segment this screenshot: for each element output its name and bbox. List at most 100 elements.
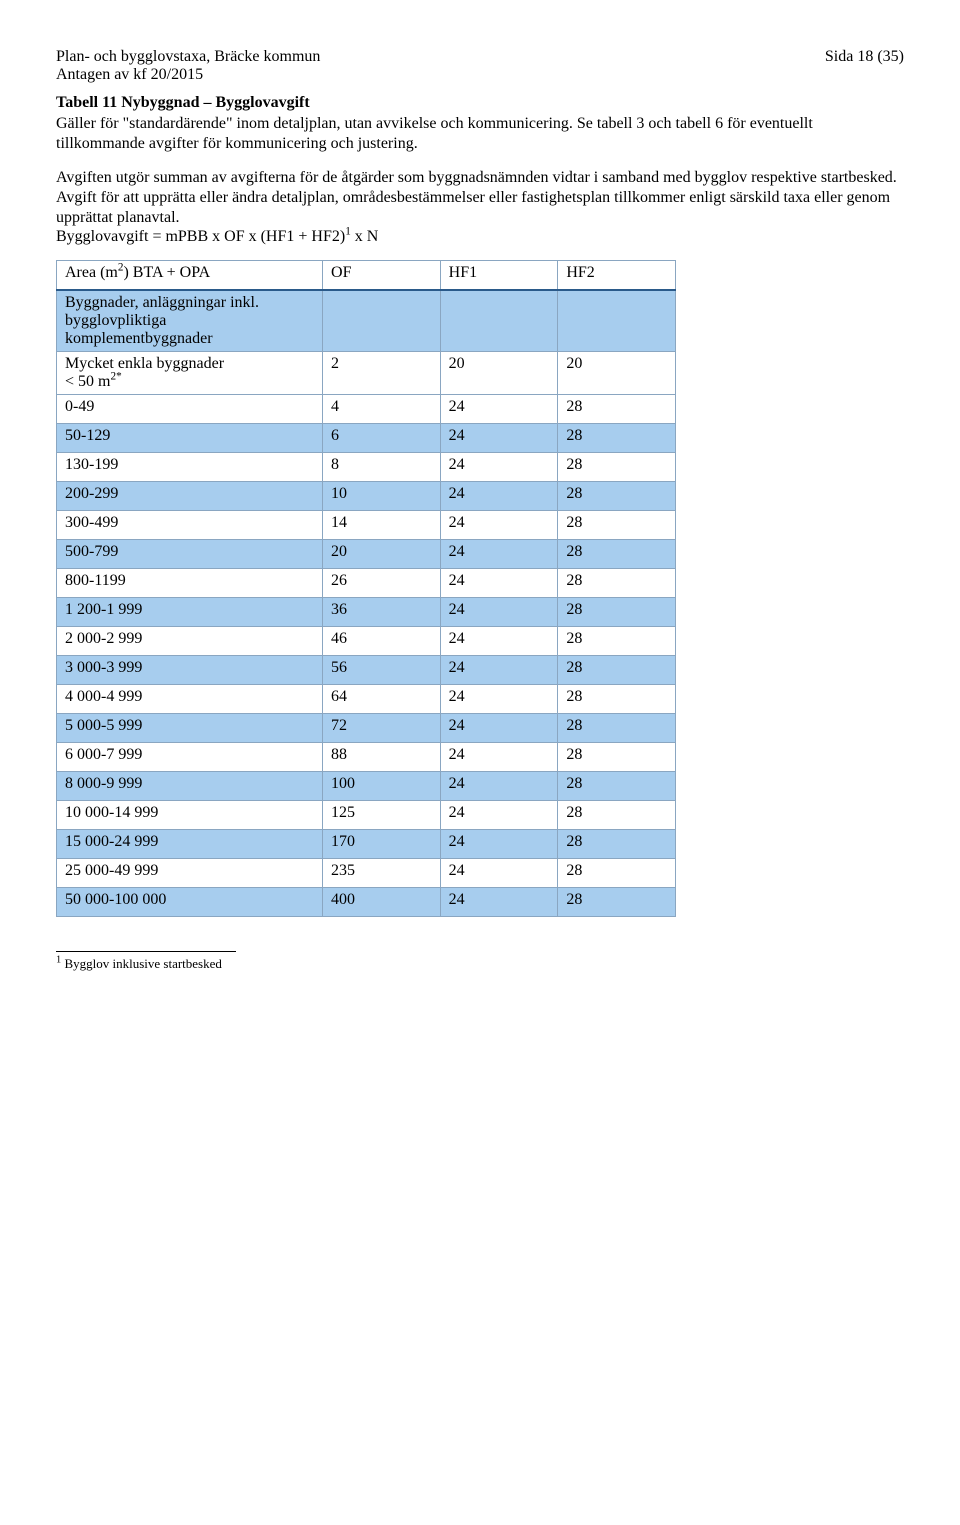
cell-label: 800-1199 bbox=[57, 569, 323, 598]
cell-label: 300-499 bbox=[57, 511, 323, 540]
cell-label: 130-199 bbox=[57, 453, 323, 482]
table-row: 10 000-14 9991252428 bbox=[57, 801, 676, 830]
cell-hf2: 28 bbox=[558, 569, 676, 598]
cell-hf1: 24 bbox=[440, 511, 558, 540]
table-row: 800-1199262428 bbox=[57, 569, 676, 598]
cell-of: 10 bbox=[323, 482, 441, 511]
th-area-a: Area (m bbox=[65, 264, 118, 281]
cell-of: 6 bbox=[323, 424, 441, 453]
table-row: 50-12962428 bbox=[57, 424, 676, 453]
subheader-hf2 bbox=[558, 290, 676, 352]
cell-hf2: 28 bbox=[558, 511, 676, 540]
cell-of: 20 bbox=[323, 540, 441, 569]
cell-of: 72 bbox=[323, 714, 441, 743]
cell-hf2: 28 bbox=[558, 830, 676, 859]
th-hf2: HF2 bbox=[558, 261, 676, 291]
table-header-row: Area (m2) BTA + OPA OF HF1 HF2 bbox=[57, 261, 676, 291]
cell-label: 50 000-100 000 bbox=[57, 888, 323, 917]
cell-hf2: 28 bbox=[558, 685, 676, 714]
cell-hf2: 28 bbox=[558, 395, 676, 424]
cell-label: 10 000-14 999 bbox=[57, 801, 323, 830]
cell-of: 235 bbox=[323, 859, 441, 888]
row-simple-hf1: 20 bbox=[440, 352, 558, 395]
subheader-of bbox=[323, 290, 441, 352]
row-simple-label-sup: 2* bbox=[110, 371, 121, 383]
table-row: 15 000-24 9991702428 bbox=[57, 830, 676, 859]
table-row: 0-4942428 bbox=[57, 395, 676, 424]
cell-hf1: 24 bbox=[440, 743, 558, 772]
cell-of: 100 bbox=[323, 772, 441, 801]
cell-of: 36 bbox=[323, 598, 441, 627]
table-row: 2 000-2 999462428 bbox=[57, 627, 676, 656]
cell-hf2: 28 bbox=[558, 714, 676, 743]
intro-paragraph-2: Avgiften utgör summan av avgifterna för … bbox=[56, 168, 904, 188]
table-title: Tabell 11 Nybyggnad – Bygglovavgift bbox=[56, 94, 904, 112]
cell-hf2: 28 bbox=[558, 656, 676, 685]
cell-label: 3 000-3 999 bbox=[57, 656, 323, 685]
cell-hf1: 24 bbox=[440, 540, 558, 569]
table-row: 8 000-9 9991002428 bbox=[57, 772, 676, 801]
cell-hf1: 24 bbox=[440, 482, 558, 511]
formula-prefix: Bygglovavgift = mPBB x OF x (HF1 + HF2) bbox=[56, 228, 345, 245]
cell-hf2: 28 bbox=[558, 801, 676, 830]
intro-paragraph-1: Gäller för "standardärende" inom detaljp… bbox=[56, 114, 904, 154]
cell-hf1: 24 bbox=[440, 569, 558, 598]
cell-hf2: 28 bbox=[558, 540, 676, 569]
cell-hf2: 28 bbox=[558, 888, 676, 917]
formula: Bygglovavgift = mPBB x OF x (HF1 + HF2)1… bbox=[56, 228, 904, 246]
row-simple-label: Mycket enkla byggnader < 50 m2* bbox=[57, 352, 323, 395]
formula-suffix: x N bbox=[351, 228, 379, 245]
cell-label: 200-299 bbox=[57, 482, 323, 511]
header-left-sub: Antagen av kf 20/2015 bbox=[56, 66, 904, 84]
cell-hf2: 28 bbox=[558, 859, 676, 888]
cell-hf1: 24 bbox=[440, 598, 558, 627]
cell-label: 5 000-5 999 bbox=[57, 714, 323, 743]
cell-label: 500-799 bbox=[57, 540, 323, 569]
cell-of: 64 bbox=[323, 685, 441, 714]
header-left-top: Plan- och bygglovstaxa, Bräcke kommun bbox=[56, 48, 320, 66]
th-area: Area (m2) BTA + OPA bbox=[57, 261, 323, 291]
cell-of: 170 bbox=[323, 830, 441, 859]
cell-label: 4 000-4 999 bbox=[57, 685, 323, 714]
cell-of: 14 bbox=[323, 511, 441, 540]
th-area-b: ) BTA + OPA bbox=[123, 264, 210, 281]
cell-label: 1 200-1 999 bbox=[57, 598, 323, 627]
table-row: 25 000-49 9992352428 bbox=[57, 859, 676, 888]
table-row-simple: Mycket enkla byggnader < 50 m2* 2 20 20 bbox=[57, 352, 676, 395]
table-row: 200-299102428 bbox=[57, 482, 676, 511]
table-row: 3 000-3 999562428 bbox=[57, 656, 676, 685]
cell-hf1: 24 bbox=[440, 685, 558, 714]
subheader-hf1 bbox=[440, 290, 558, 352]
cell-hf1: 24 bbox=[440, 656, 558, 685]
fee-table: Area (m2) BTA + OPA OF HF1 HF2 Byggnader… bbox=[56, 260, 676, 917]
cell-hf2: 28 bbox=[558, 598, 676, 627]
cell-hf1: 24 bbox=[440, 714, 558, 743]
cell-hf2: 28 bbox=[558, 482, 676, 511]
cell-of: 8 bbox=[323, 453, 441, 482]
cell-label: 15 000-24 999 bbox=[57, 830, 323, 859]
table-row: 6 000-7 999882428 bbox=[57, 743, 676, 772]
row-simple-hf2: 20 bbox=[558, 352, 676, 395]
cell-label: 25 000-49 999 bbox=[57, 859, 323, 888]
cell-of: 88 bbox=[323, 743, 441, 772]
cell-hf1: 24 bbox=[440, 453, 558, 482]
cell-label: 8 000-9 999 bbox=[57, 772, 323, 801]
table-row: 300-499142428 bbox=[57, 511, 676, 540]
cell-hf1: 24 bbox=[440, 772, 558, 801]
th-hf1: HF1 bbox=[440, 261, 558, 291]
table-row: 500-799202428 bbox=[57, 540, 676, 569]
row-simple-label-b: < 50 m bbox=[65, 373, 110, 390]
table-subheader-row: Byggnader, anläggningar inkl. bygglovpli… bbox=[57, 290, 676, 352]
cell-hf1: 24 bbox=[440, 395, 558, 424]
row-simple-of: 2 bbox=[323, 352, 441, 395]
cell-hf2: 28 bbox=[558, 743, 676, 772]
cell-hf1: 24 bbox=[440, 888, 558, 917]
intro-paragraph-3: Avgift för att upprätta eller ändra deta… bbox=[56, 188, 904, 228]
table-row: 1 200-1 999362428 bbox=[57, 598, 676, 627]
cell-label: 6 000-7 999 bbox=[57, 743, 323, 772]
cell-hf1: 24 bbox=[440, 424, 558, 453]
cell-hf2: 28 bbox=[558, 424, 676, 453]
subheader-label: Byggnader, anläggningar inkl. bygglovpli… bbox=[57, 290, 323, 352]
table-row: 50 000-100 0004002428 bbox=[57, 888, 676, 917]
cell-of: 125 bbox=[323, 801, 441, 830]
